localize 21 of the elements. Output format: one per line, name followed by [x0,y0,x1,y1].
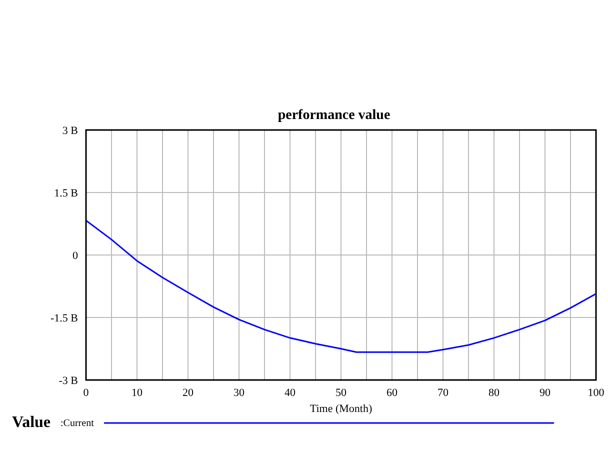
x-tick-label: 60 [386,386,398,399]
x-axis-title: Time (Month) [310,403,372,415]
x-tick-label: 90 [540,386,551,399]
x-tick-label: 30 [234,386,245,399]
x-tick-label: 20 [182,386,194,399]
x-tick-label: 10 [132,386,143,399]
y-tick-label: 3 B [62,124,78,137]
y-tick-label: 1.5 B [54,187,78,200]
y-tick-label: -1.5 B [50,312,78,324]
x-tick-label: 100 [588,386,605,399]
line-series [86,220,596,353]
x-tick-label: 80 [488,386,500,399]
x-tick-label: 70 [438,386,449,399]
x-tick-label: 0 [83,386,90,399]
y-tick-label: 0 [72,250,78,262]
x-tick-label: 40 [284,386,296,399]
y-tick-label: -3 B [58,374,78,387]
chart-title: performance value [276,108,392,124]
text: :Current [60,418,94,428]
x-tick-label: 50 [336,386,347,399]
legend-title: Value [12,414,51,432]
